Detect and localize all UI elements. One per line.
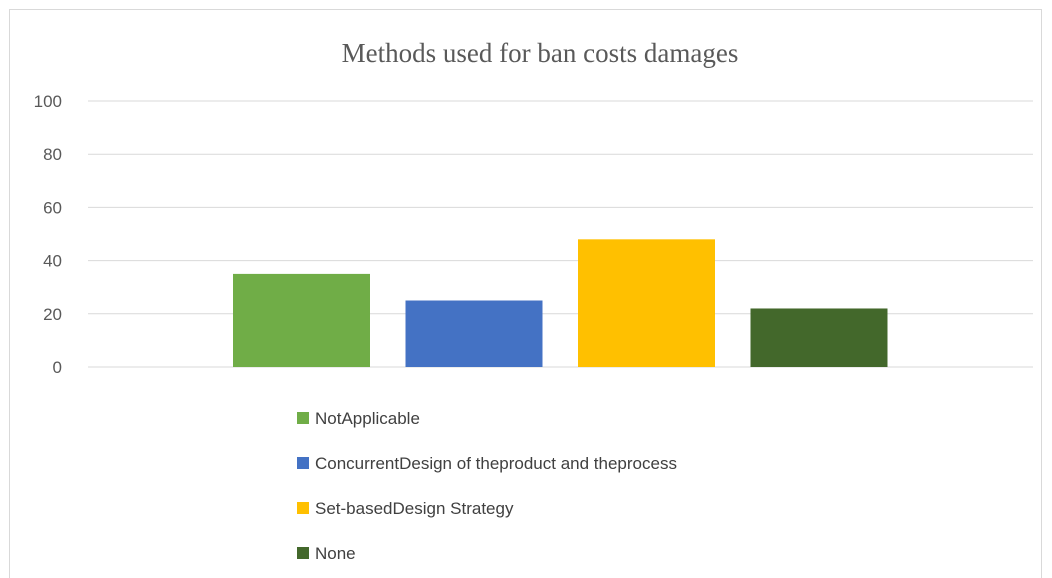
y-tick-label: 80: [43, 145, 62, 164]
bar-set-baseddesign-strategy: [578, 239, 715, 367]
y-tick-label: 20: [43, 305, 62, 324]
legend-label: NotApplicable: [315, 409, 420, 428]
chart-frame: [9, 9, 1042, 578]
legend-swatch: [297, 457, 309, 469]
legend-swatch: [297, 547, 309, 559]
y-tick-label: 40: [43, 252, 62, 271]
bar-notapplicable: [233, 273, 370, 367]
y-axis-ticks: 0 20 40 60 80 100: [34, 92, 62, 377]
legend-swatch: [297, 412, 309, 424]
gridlines: [88, 100, 1033, 368]
legend-label: ConcurrentDesign of theproduct and thepr…: [315, 454, 677, 473]
bar-none: [750, 308, 888, 367]
legend-label: Set-basedDesign Strategy: [315, 499, 514, 518]
y-tick-label: 100: [34, 92, 62, 111]
y-tick-label: 0: [53, 358, 62, 377]
legend: NotApplicable ConcurrentDesign of theprod…: [297, 409, 677, 563]
chart-title: Methods used for ban costs damages: [342, 38, 739, 68]
bars: [233, 239, 888, 367]
legend-swatch: [297, 502, 309, 514]
legend-label: None: [315, 544, 356, 563]
bar-concurrentdesign-of-theproduct-and-theprocess: [405, 300, 543, 367]
y-tick-label: 60: [43, 198, 62, 217]
